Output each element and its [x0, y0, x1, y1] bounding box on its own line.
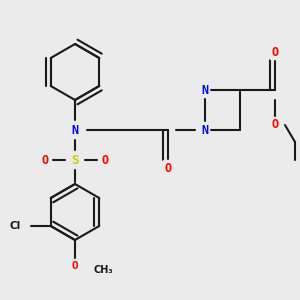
Text: O: O	[272, 118, 279, 131]
Text: O: O	[164, 161, 172, 175]
Text: O: O	[41, 154, 49, 166]
Text: N: N	[201, 124, 208, 136]
Text: S: S	[71, 154, 79, 166]
Text: O: O	[72, 261, 78, 271]
Text: O: O	[101, 154, 109, 166]
Text: N: N	[201, 83, 208, 97]
Text: O: O	[272, 46, 279, 59]
Text: N: N	[71, 124, 79, 136]
Text: CH₃: CH₃	[93, 265, 112, 275]
Text: Cl: Cl	[10, 221, 21, 231]
